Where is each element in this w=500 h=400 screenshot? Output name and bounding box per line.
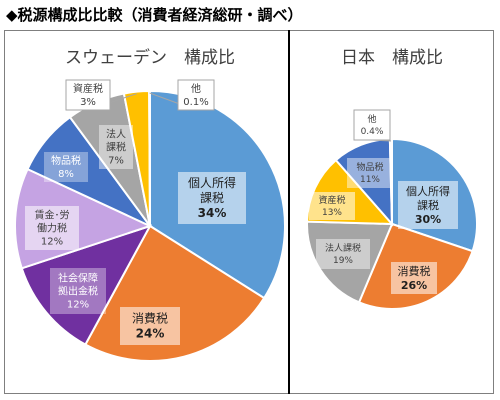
- label-box-corporate: [99, 125, 133, 169]
- label-box-personal: [178, 172, 246, 224]
- label-pct-goods: 8%: [58, 169, 74, 180]
- label-box-wage: [25, 206, 79, 250]
- label-pct-personal: 30%: [415, 213, 441, 226]
- label-box-asset: [309, 192, 355, 220]
- label-pct-personal: 34%: [198, 206, 227, 220]
- label-pct-social: 12%: [67, 300, 89, 311]
- label-name-goods: 物品税: [51, 154, 81, 167]
- label-name-asset: 資産税: [318, 194, 345, 206]
- data-label-other: 他 0.4%: [353, 109, 391, 142]
- label-box-consumption: [120, 307, 180, 345]
- label-box-consumption: [391, 262, 437, 294]
- label-box-corporate: [316, 239, 370, 269]
- label-pct-consumption: 26%: [401, 279, 427, 292]
- label-box-personal: [398, 181, 458, 229]
- label-pct-goods: 11%: [360, 175, 380, 185]
- label-box-social: [50, 268, 106, 314]
- label-box-other: [177, 79, 215, 111]
- pie-slice-social: [20, 224, 153, 346]
- data-label-goods: 物品税 8%: [44, 152, 88, 182]
- label-name-social: 社会保障拠出金税: [58, 272, 98, 298]
- page-heading: ◆税源構成比比較（消費者経済総研・調べ）: [6, 6, 303, 24]
- data-label-wage: 賃金･労働力税 12%: [25, 206, 79, 250]
- label-box-goods: [347, 158, 393, 188]
- chart-title-japan: 日本 構成比: [341, 48, 443, 68]
- label-pct-corporate: 7%: [108, 156, 124, 167]
- label-pct-consumption: 24%: [136, 327, 165, 341]
- data-label-corporate: 法人課税 7%: [99, 125, 133, 169]
- label-name-other: 他: [191, 82, 201, 95]
- label-name-wage: 賃金･労働力税: [35, 209, 70, 235]
- label-pct-other: 0.1%: [183, 97, 208, 108]
- data-label-asset: 資産税 3%: [65, 79, 137, 111]
- label-pct-asset: 3%: [80, 97, 96, 108]
- label-name-goods: 物品税: [356, 161, 383, 173]
- label-name-personal: 個人所得課税: [406, 185, 450, 212]
- data-label-goods: 物品税 11%: [347, 158, 393, 188]
- label-pct-asset: 13%: [322, 208, 342, 218]
- data-label-corporate: 法人課税 19%: [316, 239, 370, 269]
- data-label-social: 社会保障拠出金税 12%: [50, 268, 106, 314]
- label-name-corporate: 法人課税: [106, 128, 126, 154]
- label-name-personal: 個人所得課税: [188, 175, 236, 205]
- label-box-asset: [65, 79, 111, 111]
- chart-title-sweden: スウェーデン 構成比: [65, 47, 235, 68]
- data-label-asset: 資産税 13%: [309, 192, 355, 220]
- chart-divider: [288, 30, 290, 394]
- label-box-other: [353, 109, 391, 141]
- label-name-corporate: 法人課税: [325, 242, 361, 254]
- label-pct-other: 0.4%: [361, 127, 384, 137]
- pie-slice-other: [148, 89, 151, 227]
- pie-slice-corporate: [306, 220, 394, 304]
- label-name-consumption: 消費税: [132, 311, 168, 326]
- chart-frame: [4, 30, 494, 394]
- label-name-asset: 資産税: [73, 82, 103, 95]
- label-pct-wage: 12%: [41, 237, 63, 248]
- label-pct-corporate: 19%: [333, 256, 353, 266]
- label-name-other: 他: [367, 113, 376, 125]
- label-box-goods: [44, 152, 88, 182]
- data-label-other: 他 0.1%: [149, 79, 215, 111]
- label-name-consumption: 消費税: [398, 264, 431, 278]
